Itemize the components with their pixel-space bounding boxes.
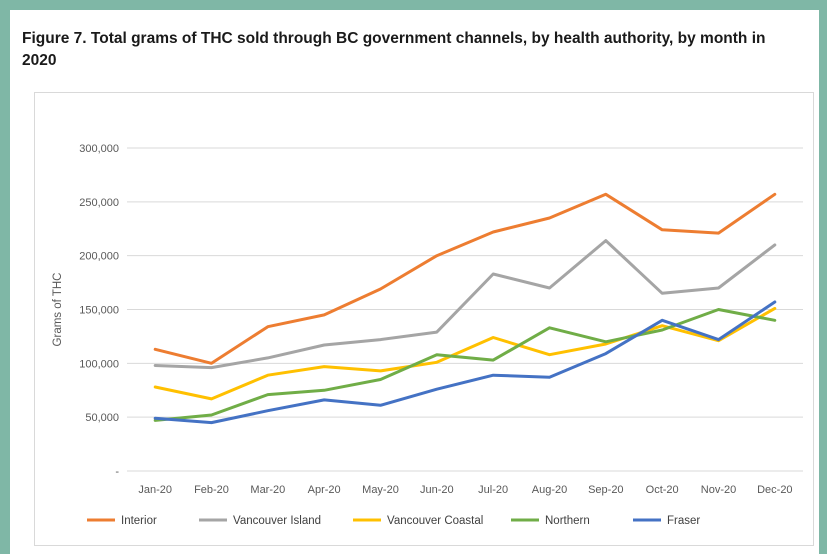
x-tick-label: Feb-20 — [194, 484, 229, 496]
x-tick-label: May-20 — [362, 484, 399, 496]
legend-label: Fraser — [667, 515, 700, 527]
y-tick-label: 50,000 — [85, 412, 119, 424]
chart-area: - 50,000 100,000 150,000 200,000 250,000 300,0… — [34, 92, 814, 546]
x-tick-label: Dec-20 — [757, 484, 792, 496]
legend-label: Vancouver Island — [233, 515, 321, 527]
legend-label: Northern — [545, 515, 590, 527]
x-tick-label: Nov-20 — [701, 484, 736, 496]
series-line-vancouver-island — [153, 239, 777, 370]
legend-label: Interior — [121, 515, 157, 527]
legend-label: Vancouver Coastal — [387, 515, 483, 527]
x-tick-label: Sep-20 — [588, 484, 623, 496]
y-tick-label: - — [115, 466, 119, 478]
x-tick-label: Mar-20 — [250, 484, 285, 496]
y-tick-label: 150,000 — [79, 305, 119, 317]
x-tick-label: Jan-20 — [138, 484, 172, 496]
series-line-vancouver-coastal — [153, 306, 777, 401]
figure-title: Figure 7. Total grams of THC sold throug… — [22, 30, 766, 69]
series-line-fraser — [153, 300, 777, 425]
x-tick-label: Aug-20 — [532, 484, 567, 496]
series-line-northern — [153, 308, 777, 422]
x-tick-label: Oct-20 — [646, 484, 679, 496]
series-line-interior — [153, 192, 777, 365]
x-tick-label: Jun-20 — [420, 484, 454, 496]
y-tick-label: 300,000 — [79, 143, 119, 155]
y-tick-label: 100,000 — [79, 358, 119, 370]
y-tick-label: 250,000 — [79, 197, 119, 209]
x-tick-label: Jul-20 — [478, 484, 508, 496]
y-axis-label: Grams of THC — [52, 273, 64, 347]
line-chart: - 50,000 100,000 150,000 200,000 250,000 300,0… — [52, 143, 803, 527]
x-tick-label: Apr-20 — [308, 484, 341, 496]
y-tick-label: 200,000 — [79, 251, 119, 263]
